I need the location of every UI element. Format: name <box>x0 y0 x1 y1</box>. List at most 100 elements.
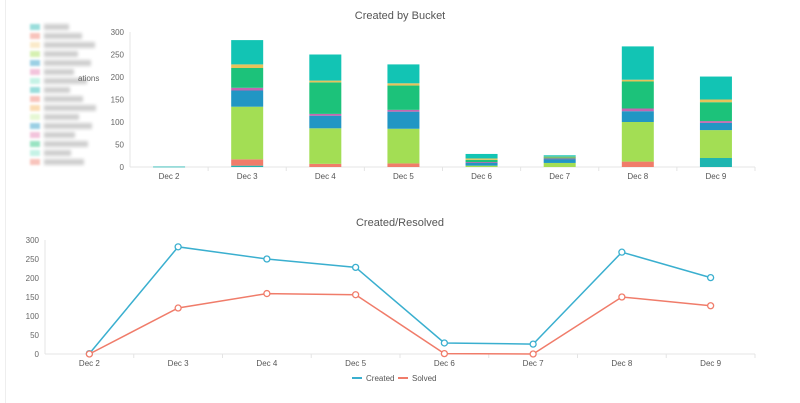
legend-swatch <box>30 59 40 66</box>
bar-segment <box>699 158 732 167</box>
y-tick-label: 200 <box>111 73 125 82</box>
y-tick-label: 100 <box>26 312 40 321</box>
x-tick-label: Dec 7 <box>549 172 570 181</box>
chart-title: Created by Bucket <box>355 10 446 22</box>
data-point <box>529 340 537 348</box>
x-tick-label: Dec 6 <box>434 359 455 368</box>
legend-swatch <box>30 104 40 111</box>
legend-label-redacted <box>44 59 91 66</box>
legend-item[interactable] <box>30 67 100 76</box>
data-point <box>174 304 182 312</box>
legend-item[interactable] <box>30 157 100 166</box>
y-tick-label: 150 <box>26 293 40 302</box>
bar-segment <box>153 166 186 168</box>
x-tick-label: Dec 4 <box>315 172 336 181</box>
legend-swatch <box>30 95 40 102</box>
legend-item[interactable] <box>30 148 100 157</box>
bar-segment <box>621 79 654 82</box>
data-point <box>440 349 449 358</box>
bar-segment <box>387 111 420 129</box>
bar-segment <box>699 99 732 103</box>
x-tick-label: Dec 2 <box>79 359 100 368</box>
y-tick-label: 250 <box>26 255 40 264</box>
bar-segment <box>543 156 576 158</box>
bar-segment <box>309 163 342 167</box>
legend-item[interactable] <box>30 139 100 148</box>
bar-segment <box>543 157 576 159</box>
y-tick-label: 200 <box>26 274 40 283</box>
bar-segment <box>231 64 264 68</box>
y-tick-label: 50 <box>115 141 124 150</box>
data-point <box>529 350 537 358</box>
bar-segment <box>699 121 732 123</box>
bar-segment <box>387 109 420 112</box>
bar-segment <box>309 113 342 116</box>
legend-item[interactable] <box>30 58 100 67</box>
legend-item[interactable] <box>30 40 100 49</box>
legend-swatch <box>30 23 40 30</box>
legend-item[interactable] <box>30 103 100 112</box>
bar-segment <box>543 162 576 167</box>
bar-segment <box>465 162 498 166</box>
bar-segment <box>699 76 732 100</box>
legend-label-redacted <box>44 113 79 120</box>
bar-segment <box>309 128 342 164</box>
bar-segment <box>231 90 264 107</box>
bar-legend-redacted <box>30 22 100 166</box>
x-tick-label: Dec 7 <box>523 359 544 368</box>
legend-swatch <box>30 131 40 138</box>
data-point <box>85 350 94 358</box>
bar-segment <box>621 122 654 162</box>
series-line-created <box>88 246 711 355</box>
legend-swatch <box>30 140 40 147</box>
bar-segment <box>309 115 342 129</box>
legend-item[interactable] <box>30 31 100 40</box>
x-tick-label: Dec 9 <box>705 172 726 181</box>
legend-swatch <box>30 113 40 120</box>
bar-segment <box>465 153 498 159</box>
legend-item[interactable] <box>30 121 100 130</box>
legend-label-redacted <box>44 149 71 156</box>
legend-label-redacted <box>44 122 92 129</box>
legend-item[interactable] <box>30 94 100 103</box>
bar-segment <box>231 165 264 167</box>
bar-segment <box>621 81 654 109</box>
bar-segment <box>309 80 342 83</box>
legend-swatch <box>30 68 40 75</box>
legend-item[interactable] <box>30 112 100 121</box>
bar-segment <box>387 85 420 110</box>
chart-title: Created/Resolved <box>356 217 444 229</box>
x-tick-label: Dec 3 <box>168 359 189 368</box>
x-tick-label: Dec 2 <box>159 172 180 181</box>
legend-swatch <box>30 41 40 48</box>
bar-segment <box>543 155 576 157</box>
data-point <box>706 302 715 310</box>
bar-segment <box>699 122 732 131</box>
legend-item[interactable] <box>30 130 100 139</box>
legend-swatch <box>30 86 40 93</box>
legend-label-redacted <box>44 68 74 75</box>
y-tick-label: 300 <box>26 236 40 245</box>
legend-label-redacted <box>44 104 96 111</box>
legend-item[interactable] <box>30 76 100 85</box>
legend-item[interactable] <box>30 49 100 58</box>
data-point <box>263 255 271 263</box>
y-tick-label: 300 <box>111 28 125 37</box>
x-tick-label: Dec 3 <box>237 172 258 181</box>
x-tick-label: Dec 5 <box>345 359 366 368</box>
legend-item[interactable] <box>30 85 100 94</box>
data-point <box>174 243 182 251</box>
bar-segment <box>621 108 654 112</box>
legend-swatch <box>30 50 40 57</box>
data-point <box>351 263 360 272</box>
legend-fragment: ations <box>78 74 100 83</box>
bar-segment <box>231 40 264 65</box>
legend-item[interactable] <box>30 22 100 31</box>
legend-label-redacted <box>44 23 69 30</box>
y-tick-label: 250 <box>111 51 125 60</box>
bar-segment <box>387 64 420 84</box>
x-tick-label: Dec 6 <box>471 172 492 181</box>
data-point <box>618 293 626 301</box>
legend-label-redacted <box>44 140 88 147</box>
bar-segment <box>465 165 498 167</box>
